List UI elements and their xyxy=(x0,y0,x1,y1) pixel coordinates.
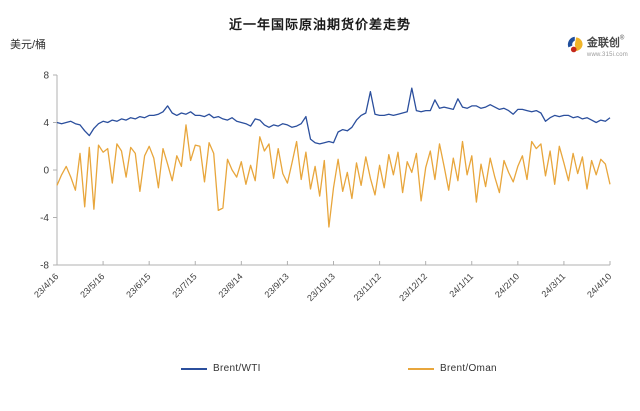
svg-text:23/6/15: 23/6/15 xyxy=(124,271,152,299)
jinlianchuang-logo: 金联创® www.315i.com xyxy=(567,34,628,58)
svg-text:-4: -4 xyxy=(40,213,49,224)
chart-title: 近一年国际原油期货价差走势 xyxy=(228,17,411,32)
brent-oman-legend-label: Brent/Oman xyxy=(440,363,497,374)
logo-registered-mark: ® xyxy=(619,35,625,42)
svg-text:23/8/14: 23/8/14 xyxy=(216,271,244,299)
brent-oman-line-swatch xyxy=(408,367,434,370)
svg-text:23/4/16: 23/4/16 xyxy=(32,271,60,299)
svg-text:23/9/13: 23/9/13 xyxy=(263,271,291,299)
brent-wti-line-swatch xyxy=(181,367,207,370)
jinlianchuang-logo-icon xyxy=(567,36,583,53)
svg-text:4: 4 xyxy=(43,118,49,129)
svg-text:23/12/12: 23/12/12 xyxy=(397,271,429,303)
chart-legend: Brent/WTI Brent/Oman xyxy=(0,363,640,379)
y-axis-unit-label: 美元/桶 xyxy=(10,39,47,51)
svg-text:24/2/10: 24/2/10 xyxy=(493,271,521,299)
svg-text:23/5/16: 23/5/16 xyxy=(78,271,106,299)
legend-item-brent-wti: Brent/WTI xyxy=(181,363,261,374)
svg-text:24/3/11: 24/3/11 xyxy=(539,271,567,299)
brent-wti-legend-label: Brent/WTI xyxy=(213,363,261,374)
legend-item-brent-oman: Brent/Oman xyxy=(408,363,497,374)
price-spread-line-chart: 8 4 0 -4 -823/4/16 23/5/16 23/6/15 23/7/15 23/8/… xyxy=(32,71,613,304)
svg-text:8: 8 xyxy=(43,71,49,82)
svg-text:23/10/13: 23/10/13 xyxy=(305,271,337,303)
logo-url-text: www.315i.com xyxy=(586,52,628,58)
logo-name: 金联创 xyxy=(586,37,620,49)
svg-text:23/7/15: 23/7/15 xyxy=(170,271,198,299)
svg-text:24/4/10: 24/4/10 xyxy=(585,271,613,299)
svg-text:0: 0 xyxy=(43,166,49,177)
svg-text:23/11/12: 23/11/12 xyxy=(352,271,383,302)
svg-text:24/1/11: 24/1/11 xyxy=(447,271,475,299)
svg-text:-8: -8 xyxy=(40,261,49,272)
